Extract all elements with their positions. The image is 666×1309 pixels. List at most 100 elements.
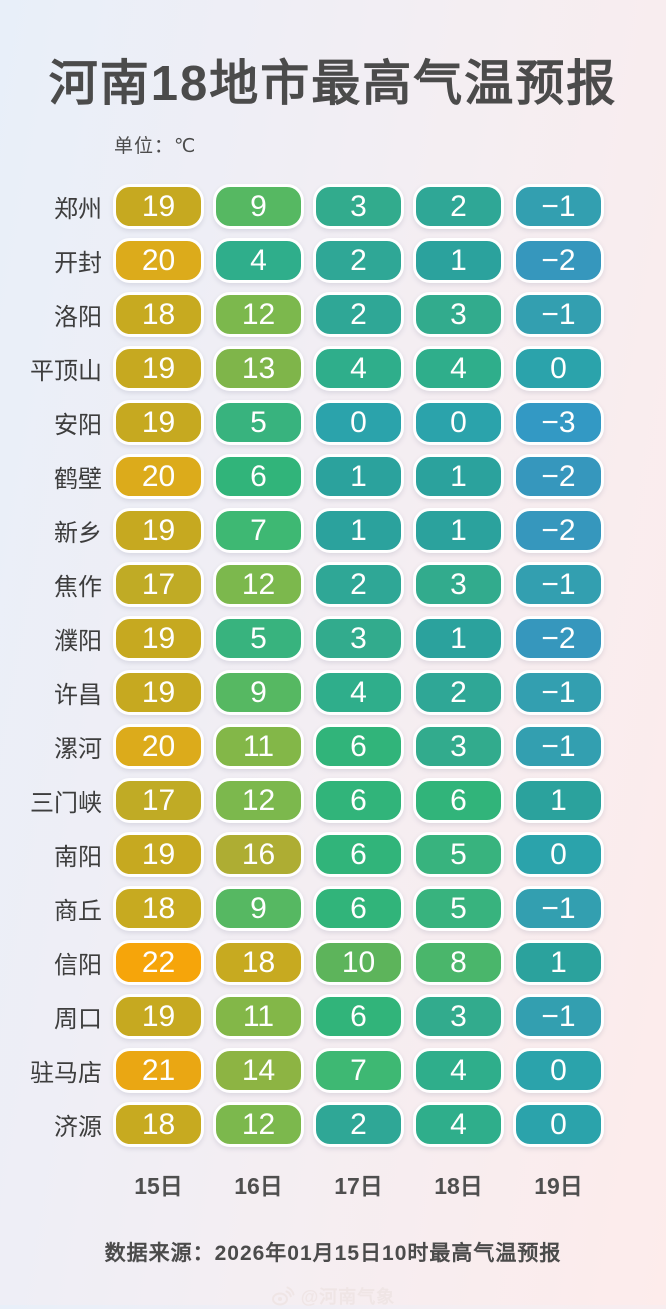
- city-label: 三门峡: [30, 790, 102, 817]
- temperature-pill: 12: [213, 778, 304, 823]
- city-label: 平顶山: [30, 358, 102, 385]
- temperature-pill: 4: [413, 1102, 504, 1147]
- temperature-pill: −2: [513, 508, 604, 553]
- city-label: 新乡: [54, 520, 102, 547]
- temperature-pill: 3: [413, 292, 504, 337]
- page-title: 河南18地市最高气温预报: [48, 57, 618, 111]
- temperature-pill: 3: [413, 724, 504, 769]
- temperature-pill: 18: [113, 1102, 204, 1147]
- temperature-pill: 7: [213, 508, 304, 553]
- table-row: 三门峡 17 12 6 6 1: [0, 778, 666, 823]
- watermark-text: @河南气象: [300, 1287, 396, 1307]
- temperature-pill: −1: [513, 670, 604, 715]
- temperature-pill: −1: [513, 724, 604, 769]
- table-row: 许昌 19 9 4 2 −1: [0, 670, 666, 715]
- city-label: 南阳: [54, 844, 102, 871]
- temperature-pill: 5: [213, 616, 304, 661]
- temperature-pill: −1: [513, 184, 604, 229]
- temperature-pill: 5: [413, 832, 504, 877]
- city-label: 商丘: [54, 898, 102, 925]
- temperature-pill: 12: [213, 292, 304, 337]
- table-row: 信阳 22 18 10 8 1: [0, 940, 666, 985]
- temperature-pill: 18: [113, 292, 204, 337]
- temperature-pill: −1: [513, 886, 604, 931]
- table-row: 新乡 19 7 1 1 −2: [0, 508, 666, 553]
- temperature-table: 郑州 19 9 3 2 −1 开封 20 4 2 1 −2 洛阳 18 12 2 3 −1 平顶山 19 13 4 4 0 安阳…: [0, 184, 666, 1201]
- temperature-pill: 2: [413, 184, 504, 229]
- temperature-pill: 13: [213, 346, 304, 391]
- temperature-pill: 4: [313, 346, 404, 391]
- city-label: 安阳: [54, 412, 102, 439]
- temperature-pill: 1: [413, 508, 504, 553]
- table-row: 濮阳 19 5 3 1 −2: [0, 616, 666, 661]
- temperature-pill: −1: [513, 994, 604, 1039]
- table-row: 鹤壁 20 6 1 1 −2: [0, 454, 666, 499]
- temperature-pill: −2: [513, 616, 604, 661]
- city-label: 周口: [54, 1006, 102, 1033]
- temperature-pill: 6: [313, 778, 404, 823]
- temperature-pill: 1: [513, 940, 604, 985]
- temperature-pill: 18: [213, 940, 304, 985]
- temperature-pill: 20: [113, 238, 204, 283]
- table-row: 济源 18 12 2 4 0: [0, 1102, 666, 1147]
- temperature-pill: 1: [513, 778, 604, 823]
- temperature-pill: 2: [313, 292, 404, 337]
- temperature-pill: 0: [513, 346, 604, 391]
- temperature-pill: 18: [113, 886, 204, 931]
- temperature-pill: 17: [113, 778, 204, 823]
- city-label: 郑州: [54, 196, 102, 223]
- city-label: 鹤壁: [54, 466, 102, 493]
- table-row: 洛阳 18 12 2 3 −1: [0, 292, 666, 337]
- temperature-pill: 4: [313, 670, 404, 715]
- temperature-pill: 10: [313, 940, 404, 985]
- temperature-pill: 0: [513, 832, 604, 877]
- temperature-pill: 11: [213, 994, 304, 1039]
- temperature-pill: 21: [113, 1048, 204, 1093]
- temperature-pill: 6: [413, 778, 504, 823]
- temperature-pill: 19: [113, 400, 204, 445]
- temperature-pill: 5: [213, 400, 304, 445]
- temperature-pill: 20: [113, 724, 204, 769]
- temperature-pill: 3: [313, 616, 404, 661]
- temperature-pill: 19: [113, 832, 204, 877]
- temperature-pill: 11: [213, 724, 304, 769]
- temperature-pill: 3: [313, 184, 404, 229]
- temperature-pill: 6: [213, 454, 304, 499]
- weibo-icon: [271, 1286, 295, 1306]
- city-label: 洛阳: [54, 304, 102, 331]
- temperature-pill: −2: [513, 454, 604, 499]
- city-label: 济源: [54, 1114, 102, 1141]
- table-row: 周口 19 11 6 3 −1: [0, 994, 666, 1039]
- city-label: 许昌: [54, 682, 102, 709]
- table-row: 南阳 19 16 6 5 0: [0, 832, 666, 877]
- temperature-pill: 6: [313, 994, 404, 1039]
- date-label: 17日: [334, 1173, 383, 1199]
- date-label: 15日: [134, 1173, 183, 1199]
- table-row: 驻马店 21 14 7 4 0: [0, 1048, 666, 1093]
- temperature-pill: 20: [113, 454, 204, 499]
- table-row: 平顶山 19 13 4 4 0: [0, 346, 666, 391]
- temperature-pill: 1: [413, 616, 504, 661]
- city-label: 开封: [54, 250, 102, 277]
- table-row: 开封 20 4 2 1 −2: [0, 238, 666, 283]
- temperature-pill: 12: [213, 562, 304, 607]
- temperature-pill: 1: [313, 454, 404, 499]
- temperature-pill: 9: [213, 670, 304, 715]
- city-label: 信阳: [54, 952, 102, 979]
- temperature-pill: 6: [313, 724, 404, 769]
- city-label: 漯河: [54, 736, 102, 763]
- temperature-pill: 9: [213, 184, 304, 229]
- table-row: 焦作 17 12 2 3 −1: [0, 562, 666, 607]
- table-row: 郑州 19 9 3 2 −1: [0, 184, 666, 229]
- temperature-pill: 6: [313, 832, 404, 877]
- date-label: 19日: [534, 1173, 583, 1199]
- temperature-pill: 2: [313, 562, 404, 607]
- table-row: 漯河 20 11 6 3 −1: [0, 724, 666, 769]
- temperature-pill: 2: [413, 670, 504, 715]
- temperature-pill: 1: [313, 508, 404, 553]
- watermark: @河南气象: [0, 1283, 666, 1309]
- temperature-pill: 19: [113, 184, 204, 229]
- temperature-pill: 16: [213, 832, 304, 877]
- temperature-pill: 2: [313, 238, 404, 283]
